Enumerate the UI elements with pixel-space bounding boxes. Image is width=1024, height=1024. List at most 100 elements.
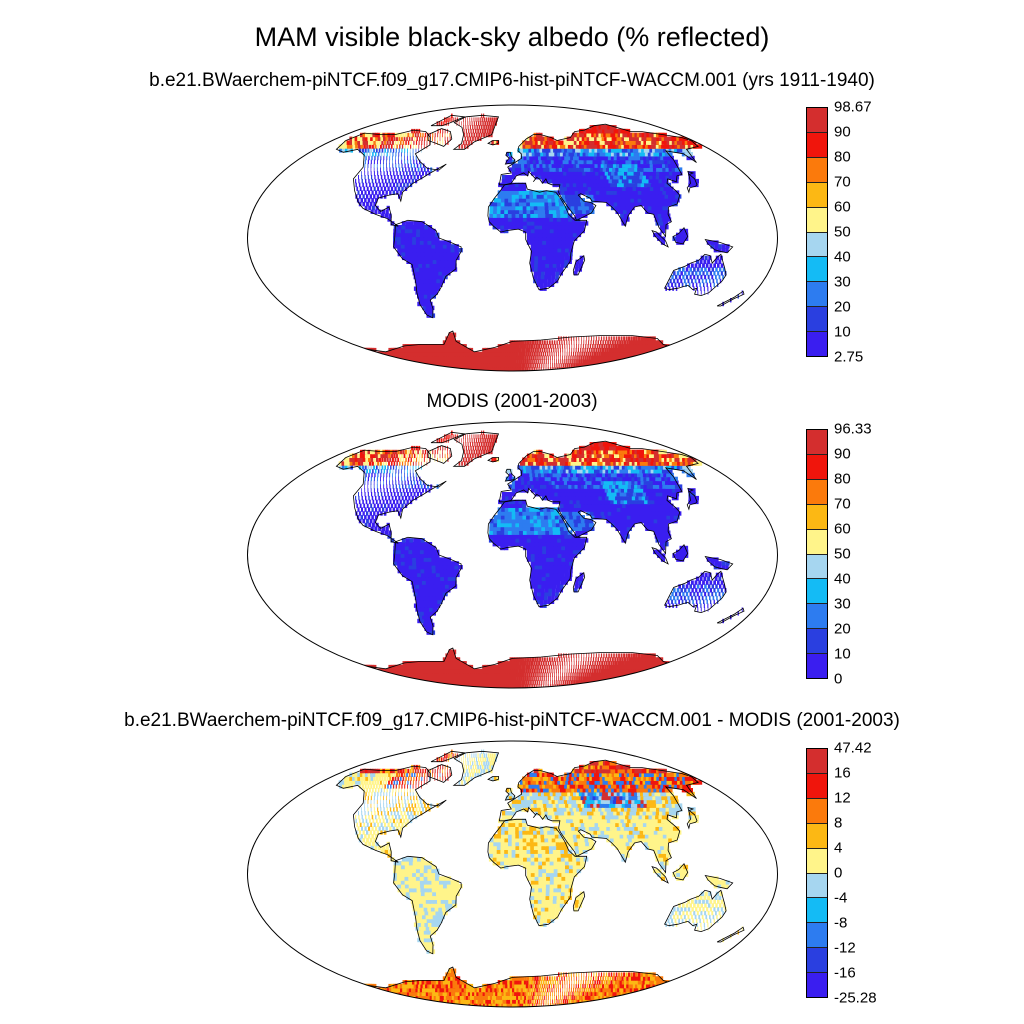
grid-cell — [596, 661, 599, 666]
grid-cell — [504, 190, 509, 195]
grid-cell — [433, 282, 439, 287]
grid-cell — [437, 282, 443, 287]
grid-cell — [397, 175, 399, 180]
grid-cell — [611, 340, 614, 345]
grid-cell — [399, 182, 402, 188]
grid-cell — [614, 171, 621, 176]
grid-cell — [338, 144, 342, 149]
grid-cell — [375, 359, 385, 364]
coastline — [335, 129, 447, 227]
grid-cell — [572, 538, 577, 543]
grid-cell — [596, 672, 599, 677]
grid-cell — [633, 657, 636, 662]
grid-cell — [381, 140, 384, 145]
colorbar-box — [807, 332, 827, 357]
grid-cell — [561, 549, 566, 555]
grid-cell — [507, 344, 511, 349]
grid-cell — [521, 163, 525, 168]
grid-cell — [651, 205, 657, 211]
grid-cell — [642, 344, 646, 349]
grid-cell — [634, 351, 638, 357]
grid-cell — [517, 159, 522, 165]
grid-cell — [581, 205, 587, 211]
grid-cell — [553, 340, 556, 345]
coastline — [487, 182, 588, 291]
grid-cell — [562, 664, 564, 670]
grid-cell — [572, 171, 578, 176]
grid-cell — [561, 557, 566, 562]
grid-cell — [616, 657, 619, 662]
grid-cell — [451, 263, 457, 268]
grid-cell — [549, 240, 555, 245]
grid-cell — [426, 684, 434, 689]
grid-cell — [557, 152, 562, 157]
grid-cell — [475, 121, 478, 126]
grid-cell — [543, 599, 548, 604]
grid-cell — [708, 255, 712, 261]
grid-cell — [518, 672, 521, 677]
grid-cell — [577, 359, 579, 364]
grid-cell — [713, 263, 716, 268]
grid-cell — [470, 128, 472, 134]
grid-cell — [573, 344, 575, 349]
grid-cell — [536, 351, 538, 357]
grid-cell — [602, 664, 605, 670]
grid-cell — [552, 680, 553, 685]
grid-cell — [415, 148, 417, 153]
grid-cell — [428, 305, 435, 311]
grid-cell — [592, 344, 594, 349]
grid-cell — [546, 557, 551, 562]
grid-cell — [571, 209, 576, 214]
grid-cell — [520, 159, 525, 165]
grid-cell — [422, 615, 428, 620]
grid-cell — [522, 359, 525, 364]
grid-cell — [613, 347, 616, 353]
grid-cell — [696, 591, 699, 597]
grid-cell — [655, 221, 661, 226]
grid-cell — [552, 359, 553, 364]
grid-cell — [530, 584, 535, 589]
colorbar-label: 90 — [834, 123, 851, 141]
grid-cell — [422, 595, 428, 601]
grid-cell — [428, 274, 434, 280]
grid-cell — [570, 205, 576, 211]
grid-cell — [665, 213, 671, 218]
grid-cell — [526, 340, 530, 345]
grid-cell — [546, 657, 549, 662]
grid-cell — [566, 657, 568, 662]
grid-cell — [580, 186, 586, 191]
grid-cell — [548, 367, 550, 372]
grid-cell — [550, 684, 551, 689]
grid-cell — [574, 209, 580, 214]
grid-cell — [626, 209, 632, 214]
grid-cell — [433, 263, 439, 268]
grid-cell — [546, 363, 548, 368]
grid-cell — [619, 676, 624, 681]
grid-cell — [410, 363, 419, 368]
grid-cell — [696, 584, 700, 589]
grid-cell — [550, 664, 553, 670]
grid-cell — [621, 351, 625, 357]
grid-cell — [424, 603, 430, 608]
grid-cell — [579, 576, 584, 581]
grid-cell — [492, 676, 496, 681]
grid-cell — [479, 136, 482, 141]
grid-cell — [513, 684, 517, 689]
grid-cell — [520, 676, 523, 681]
grid-cell — [604, 171, 611, 176]
grid-cell — [526, 232, 532, 238]
grid-cell — [615, 178, 621, 184]
grid-cell — [660, 661, 665, 666]
grid-cell — [530, 534, 535, 539]
grid-cell — [450, 568, 456, 574]
grid-cell — [565, 545, 570, 551]
grid-cell — [598, 661, 601, 666]
grid-cell — [481, 668, 486, 674]
grid-cell — [439, 251, 445, 257]
grid-cell — [615, 680, 620, 685]
grid-cell — [519, 534, 524, 539]
grid-cell — [581, 340, 582, 345]
grid-cell — [427, 561, 433, 566]
grid-cell — [648, 672, 654, 677]
colorbar-label: 2.75 — [834, 348, 864, 366]
